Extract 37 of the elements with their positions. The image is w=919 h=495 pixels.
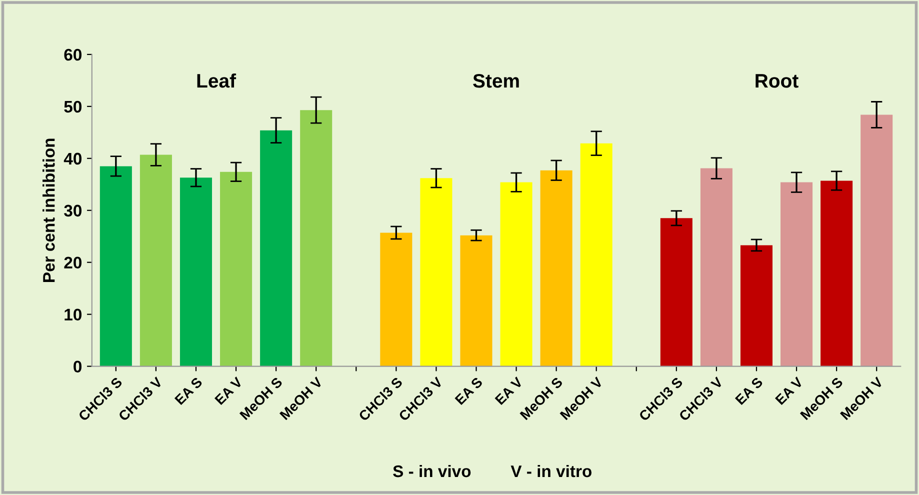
bar <box>740 245 773 366</box>
x-tick-label: EA V <box>774 376 804 406</box>
x-tick-label: EA S <box>734 376 764 406</box>
y-tick-label: 20 <box>64 256 82 269</box>
bar <box>580 143 612 366</box>
bar <box>460 235 492 366</box>
annotation: Stem <box>473 74 519 88</box>
bar <box>260 130 292 366</box>
y-tick-label: 40 <box>64 152 82 165</box>
bar <box>100 166 132 366</box>
y-tick-label: 30 <box>64 204 82 217</box>
bar <box>180 178 212 366</box>
x-tick-label: EA V <box>214 376 244 406</box>
bar <box>300 110 332 366</box>
y-tick-label: 60 <box>64 48 82 61</box>
annotation: Root <box>756 74 798 88</box>
y-tick-label: 50 <box>64 100 82 113</box>
y-tick-label: 0 <box>74 360 82 373</box>
text: S - in vivo <box>393 464 471 478</box>
bar <box>700 168 732 366</box>
bar <box>780 182 813 366</box>
bar <box>420 178 452 366</box>
bar <box>660 218 692 366</box>
bar <box>380 232 412 366</box>
annotation: Leaf <box>197 73 236 88</box>
bar <box>860 114 893 366</box>
x-tick-label: EA V <box>494 376 524 406</box>
bar <box>500 182 532 366</box>
x-tick-label: EA S <box>454 376 484 406</box>
y-axis-title: Per cent inhibition <box>42 138 55 282</box>
bar <box>820 180 853 366</box>
text: V - in vitro <box>510 464 592 478</box>
y-tick-label: 10 <box>64 308 82 321</box>
x-tick-label: EA S <box>174 376 203 406</box>
bar <box>140 154 172 366</box>
bar <box>220 172 252 366</box>
bar <box>540 170 572 366</box>
